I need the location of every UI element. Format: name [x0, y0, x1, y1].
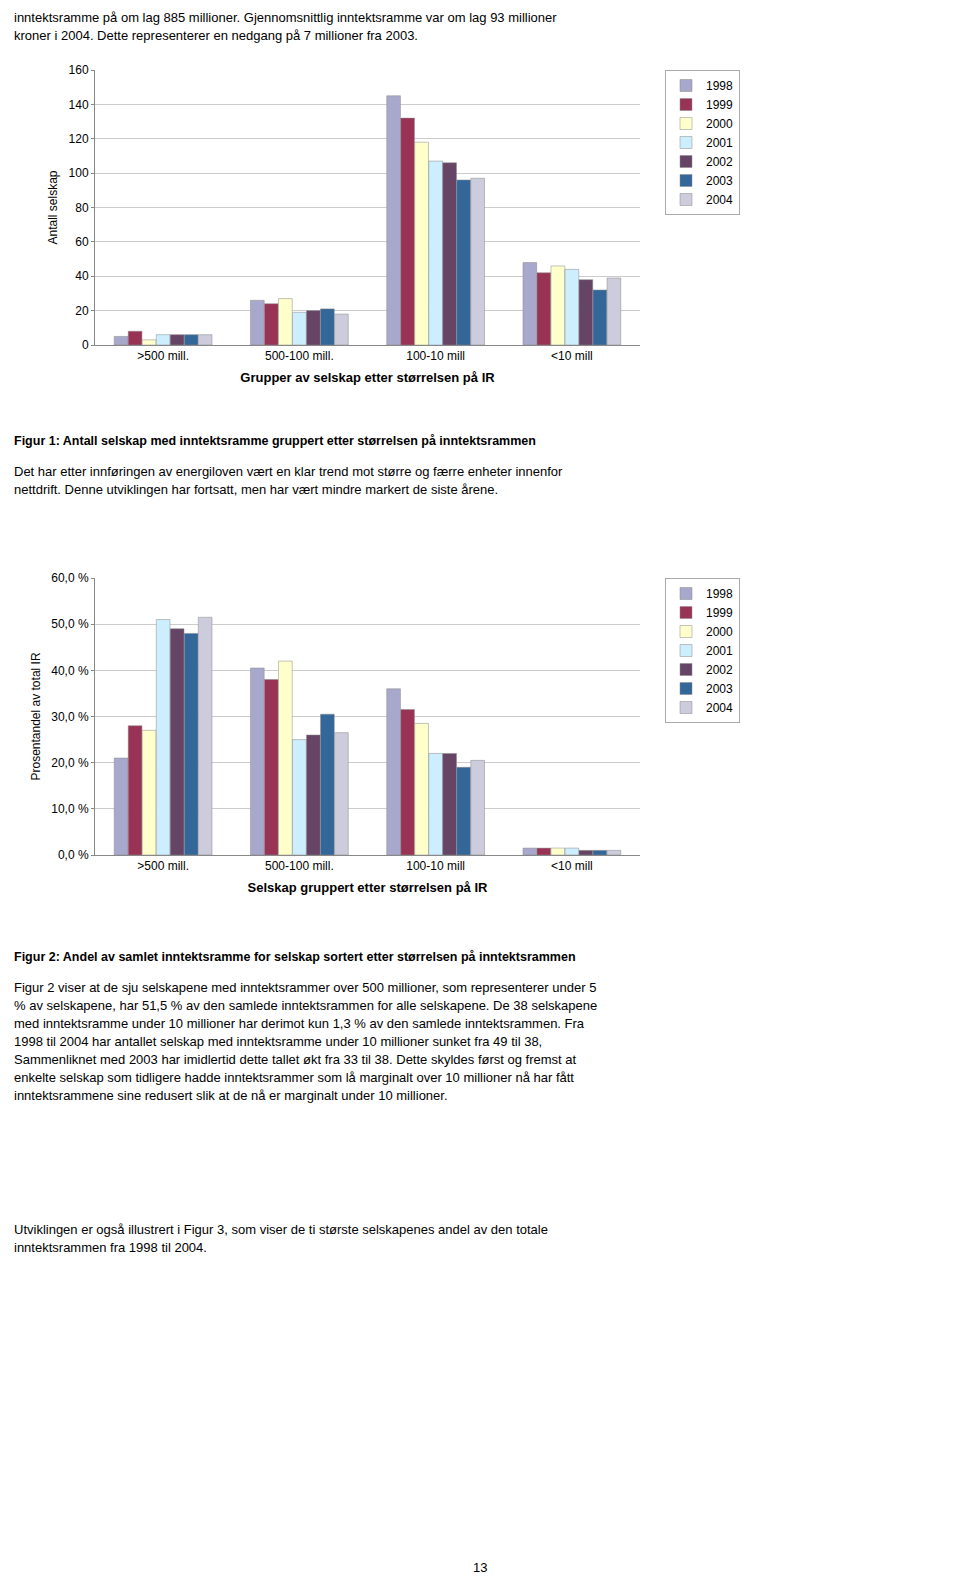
svg-text:10,0 %: 10,0 % [51, 802, 89, 816]
svg-text:2003: 2003 [706, 174, 733, 188]
svg-text:13: 13 [473, 1560, 487, 1575]
svg-text:40: 40 [75, 269, 89, 283]
svg-text:med inntektsramme under 10 mil: med inntektsramme under 10 millioner har… [14, 1016, 585, 1031]
svg-text:% av selskapene, har 51,5 % av: % av selskapene, har 51,5 % av den samle… [14, 998, 597, 1013]
svg-text:140: 140 [69, 98, 89, 112]
svg-text:Figur 2: Andel av samlet innte: Figur 2: Andel av samlet inntektsramme f… [14, 950, 576, 964]
svg-text:60,0 %: 60,0 % [51, 571, 89, 585]
svg-text:2002: 2002 [706, 155, 733, 169]
svg-text:1998: 1998 [706, 79, 733, 93]
svg-text:2003: 2003 [706, 682, 733, 696]
svg-text:20,0 %: 20,0 % [51, 756, 89, 770]
svg-text:Det har etter innføringen av e: Det har etter innføringen av energiloven… [14, 464, 563, 479]
svg-text:0,0 %: 0,0 % [58, 848, 89, 862]
svg-text:Grupper av selskap etter størr: Grupper av selskap etter størrelsen på I… [240, 370, 495, 385]
svg-text:1998: 1998 [706, 587, 733, 601]
svg-text:2001: 2001 [706, 644, 733, 658]
svg-text:2001: 2001 [706, 136, 733, 150]
svg-text:2004: 2004 [706, 701, 733, 715]
svg-text:2000: 2000 [706, 117, 733, 131]
svg-text:Selskap gruppert etter størrel: Selskap gruppert etter størrelsen på IR [248, 880, 488, 895]
svg-text:160: 160 [69, 63, 89, 77]
svg-text:>500 mill.: >500 mill. [137, 859, 189, 873]
svg-text:nettdrift. Denne utviklingen h: nettdrift. Denne utviklingen har fortsat… [14, 482, 498, 497]
svg-text:inntektsrammene sine redusert: inntektsrammene sine redusert slik at de… [14, 1088, 448, 1103]
svg-text:2002: 2002 [706, 663, 733, 677]
svg-text:2004: 2004 [706, 193, 733, 207]
svg-text:100-10 mill: 100-10 mill [406, 349, 465, 363]
svg-text:enkelte selskap som tidligere: enkelte selskap som tidligere hadde innt… [14, 1070, 574, 1085]
svg-text:>500 mill.: >500 mill. [137, 349, 189, 363]
svg-text:Prosentandel av total IR: Prosentandel av total IR [29, 652, 43, 780]
svg-text:Figur 1: Antall selskap med in: Figur 1: Antall selskap med inntektsramm… [14, 434, 536, 448]
svg-text:1999: 1999 [706, 606, 733, 620]
svg-text:inntektsrammen fra 1998 til 20: inntektsrammen fra 1998 til 2004. [14, 1240, 207, 1255]
svg-text:Sammenliknet med 2003 har imid: Sammenliknet med 2003 har imidlertid det… [14, 1052, 577, 1067]
svg-text:30,0 %: 30,0 % [51, 710, 89, 724]
svg-text:Antall selskap: Antall selskap [46, 170, 60, 244]
svg-text:20: 20 [75, 304, 89, 318]
svg-text:0: 0 [82, 338, 89, 352]
svg-text:2000: 2000 [706, 625, 733, 639]
svg-text:Utviklingen er også illustrert: Utviklingen er også illustrert i Figur 3… [14, 1222, 548, 1237]
svg-text:500-100 mill.: 500-100 mill. [265, 349, 334, 363]
svg-text:100: 100 [69, 166, 89, 180]
svg-text:<10 mill: <10 mill [551, 349, 593, 363]
svg-text:120: 120 [69, 132, 89, 146]
svg-text:80: 80 [75, 201, 89, 215]
svg-text:1998 til 2004 har antallet sel: 1998 til 2004 har antallet selskap med i… [14, 1034, 542, 1049]
svg-text:inntektsramme på om lag 885 mi: inntektsramme på om lag 885 millioner. G… [14, 10, 557, 25]
svg-text:<10 mill: <10 mill [551, 859, 593, 873]
svg-text:500-100 mill.: 500-100 mill. [265, 859, 334, 873]
svg-text:kroner i 2004. Dette represent: kroner i 2004. Dette representerer en ne… [14, 28, 418, 43]
svg-text:60: 60 [75, 235, 89, 249]
svg-text:50,0 %: 50,0 % [51, 617, 89, 631]
svg-text:40,0 %: 40,0 % [51, 664, 89, 678]
svg-text:Figur 2 viser at de sju selska: Figur 2 viser at de sju selskapene med i… [14, 980, 596, 995]
svg-text:100-10 mill: 100-10 mill [406, 859, 465, 873]
svg-text:1999: 1999 [706, 98, 733, 112]
